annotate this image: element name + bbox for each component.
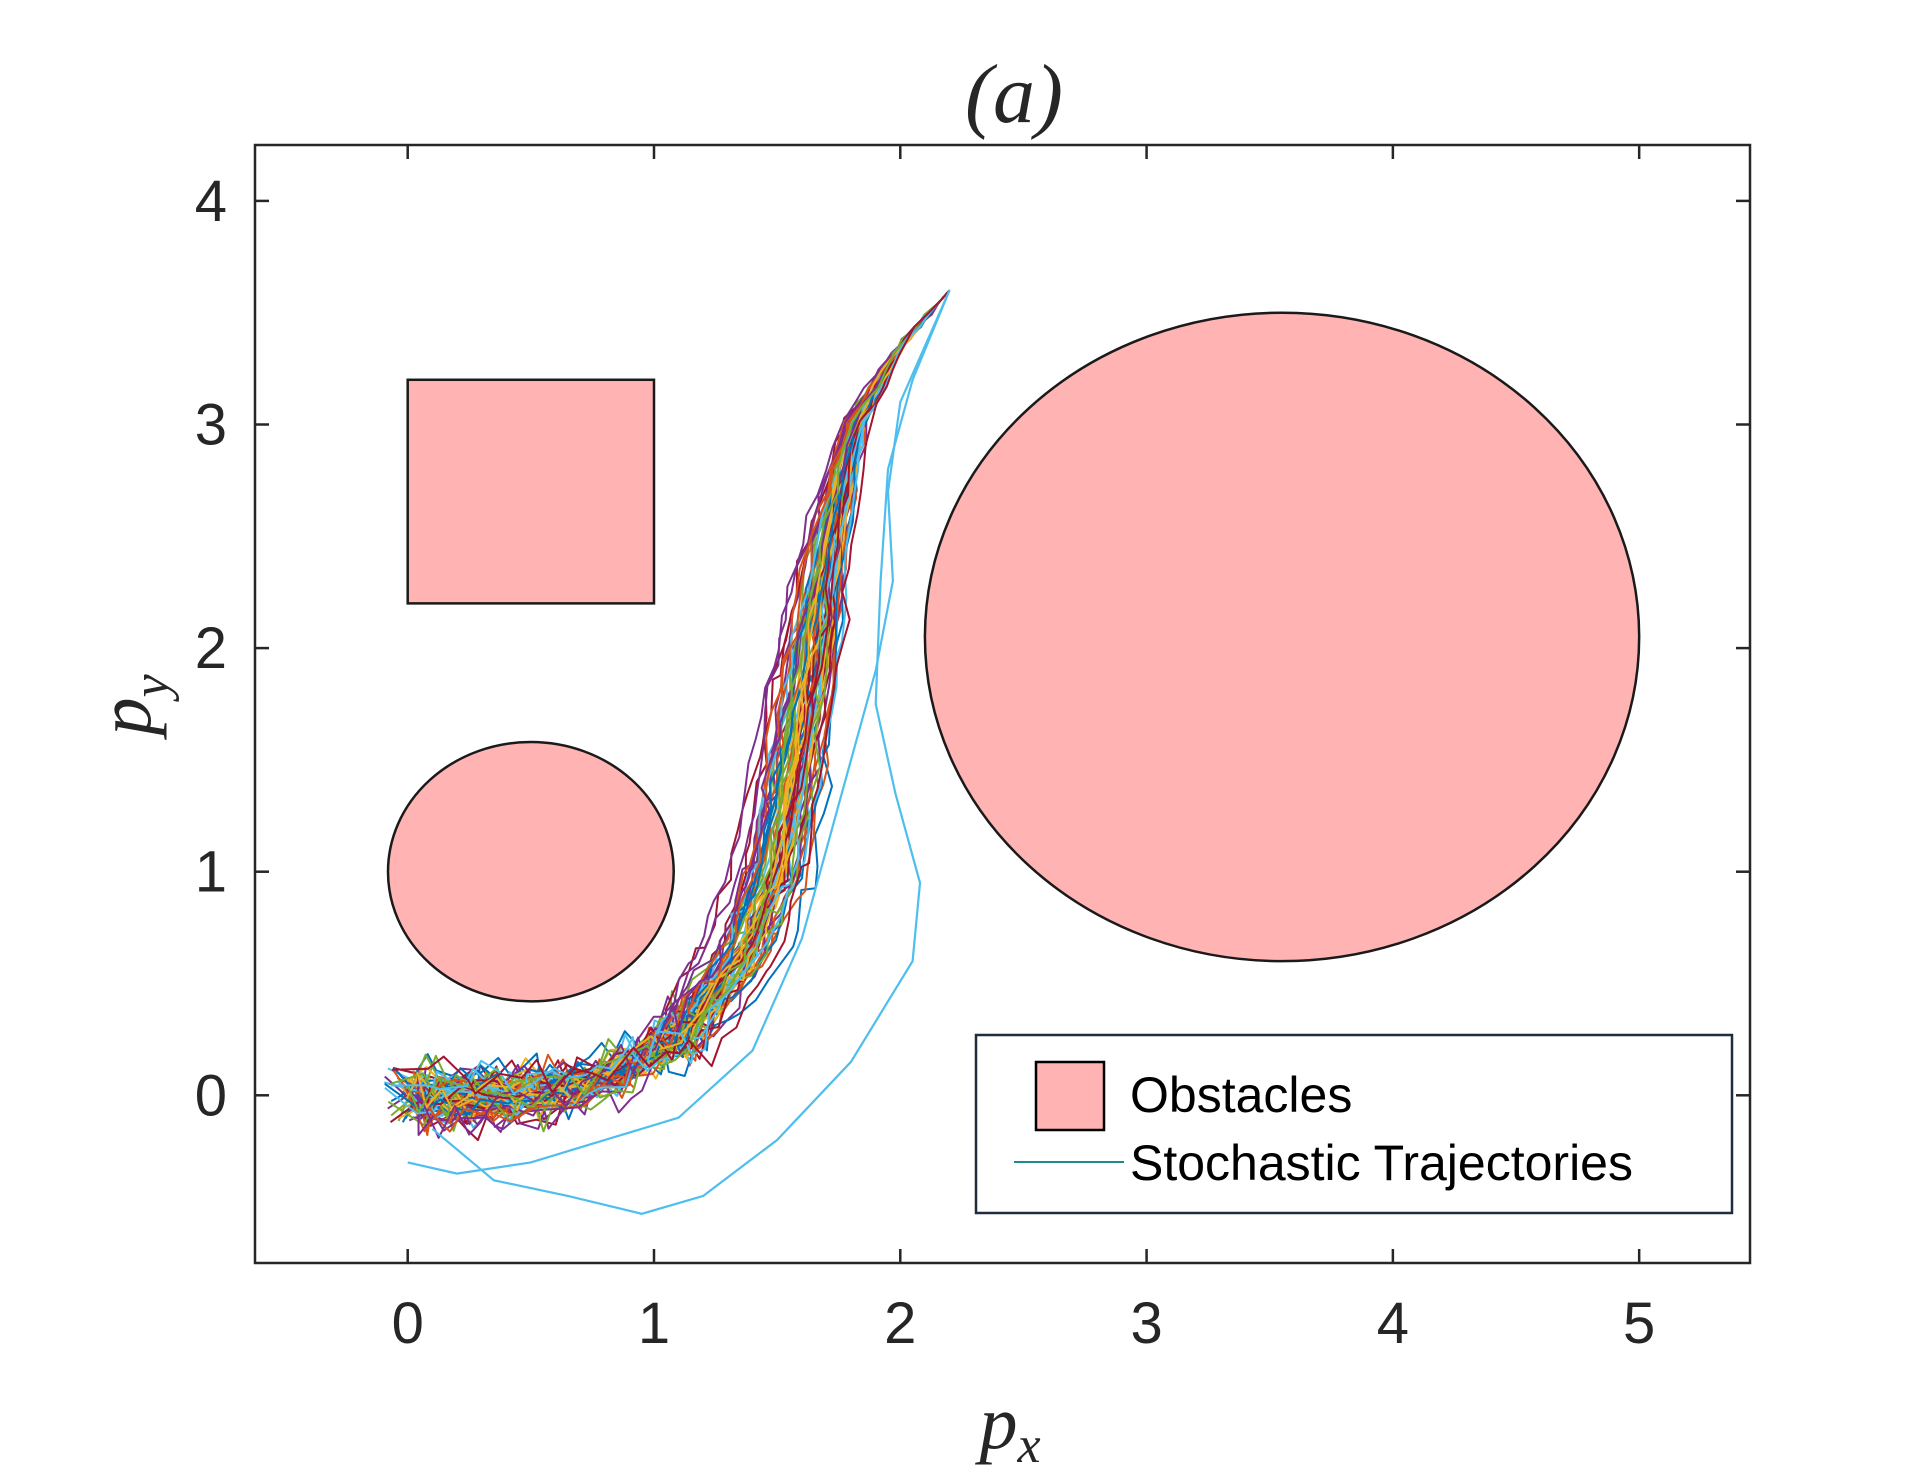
x-tick-label: 4 <box>1377 1291 1409 1356</box>
y-tick-label: 4 <box>195 169 227 234</box>
y-tick-label: 0 <box>195 1063 227 1128</box>
x-tick-label: 0 <box>392 1291 424 1356</box>
x-axis-label: px <box>974 1381 1040 1474</box>
trajectory-outlier-2 <box>407 289 951 1175</box>
obstacle-rectangle <box>406 378 656 605</box>
legend: Obstacles Stochastic Trajectories <box>974 1033 1734 1215</box>
y-tick-label: 2 <box>195 616 227 681</box>
svg-text:px: px <box>974 1381 1040 1474</box>
legend-trajectories-label: Stochastic Trajectories <box>1130 1135 1633 1191</box>
svg-text:py: py <box>83 674 180 741</box>
trajectory-bundle <box>383 289 951 1215</box>
trajectory-line <box>384 289 951 1133</box>
trajectory-line <box>414 289 951 1133</box>
trajectory-outlier-1 <box>431 289 951 1215</box>
x-tick-label: 3 <box>1130 1291 1162 1356</box>
y-axis-label: py <box>83 674 180 741</box>
plot-area: 0 1 2 3 4 5 0 1 2 3 4 <box>195 143 1752 1356</box>
y-axis-label-main: p <box>83 698 167 741</box>
trajectory-line <box>392 289 951 1095</box>
axes-frame <box>253 143 1752 1265</box>
y-tick-label: 1 <box>195 840 227 905</box>
x-tick-label: 5 <box>1623 1291 1655 1356</box>
x-axis-label-main: p <box>974 1381 1017 1465</box>
trajectory-line <box>406 289 951 1113</box>
trajectory-line <box>417 289 951 1136</box>
obstacle-circle-1 <box>386 740 675 1003</box>
legend-obstacles-label: Obstacles <box>1130 1067 1352 1123</box>
x-tick-label: 1 <box>638 1291 670 1356</box>
y-axis-label-sub: y <box>123 674 180 703</box>
legend-obstacle-swatch <box>1034 1060 1106 1132</box>
y-tick-label: 3 <box>195 393 227 458</box>
x-axis-label-sub: x <box>1016 1417 1040 1474</box>
chart-title: (a) <box>965 48 1063 141</box>
x-tick-label: 2 <box>884 1291 916 1356</box>
obstacle-circle-2 <box>923 311 1641 963</box>
